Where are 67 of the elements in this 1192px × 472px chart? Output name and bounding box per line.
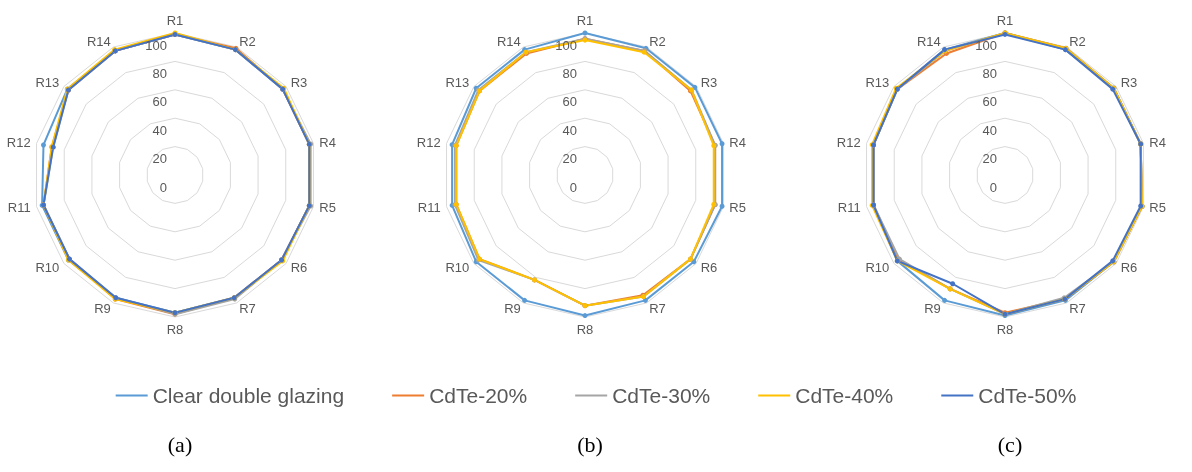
spoke-label: R1 — [166, 13, 184, 28]
y-tick-label: 60 — [562, 94, 577, 110]
spoke-label: R9 — [94, 300, 111, 316]
y-tick-label: 60 — [982, 94, 997, 110]
text: (c) — [997, 431, 1023, 457]
spoke-label: R4 — [729, 134, 746, 150]
spoke-label: R12 — [836, 134, 861, 150]
spoke-label: R5 — [319, 200, 336, 216]
y-tick-label: 20 — [562, 151, 577, 167]
spoke-label: R2 — [1069, 34, 1086, 50]
spoke-label: R2 — [239, 34, 256, 50]
spoke-label: R8 — [166, 322, 184, 337]
spoke-label: R8 — [576, 322, 594, 337]
spoke-label: R14 — [496, 34, 521, 50]
spoke-label: R6 — [700, 259, 718, 275]
spoke-label: R14 — [86, 34, 111, 50]
spoke-label: R6 — [1120, 259, 1138, 275]
spoke-label: R2 — [649, 34, 666, 50]
y-tick-label: 80 — [152, 65, 167, 81]
y-tick-label: 60 — [152, 94, 167, 110]
legend-label: Clear double glazing — [152, 384, 345, 407]
text: (a) — [167, 431, 193, 457]
spoke-label: R5 — [1149, 200, 1166, 216]
spoke-label: R6 — [290, 259, 308, 275]
spoke-label: R9 — [504, 300, 521, 316]
spoke-label: R13 — [445, 75, 470, 91]
y-tick-label: 40 — [152, 122, 167, 138]
y-tick-label: 40 — [982, 122, 997, 138]
spoke-label: R10 — [865, 259, 890, 275]
y-tick-label: 20 — [982, 151, 997, 167]
spoke-label: R1 — [996, 13, 1014, 28]
spoke-label: R14 — [916, 34, 941, 50]
legend-label: CdTe-40% — [795, 384, 894, 407]
y-tick-label: 0 — [159, 179, 167, 195]
spoke-label: R11 — [417, 200, 441, 216]
spoke-label: R7 — [649, 300, 666, 316]
y-tick-label: 100 — [145, 37, 167, 53]
spoke-label: R3 — [1120, 75, 1138, 91]
y-tick-label: 40 — [562, 122, 577, 138]
spoke-label: R7 — [1069, 300, 1086, 316]
spoke-label: R1 — [576, 13, 594, 28]
spoke-label: R9 — [924, 300, 941, 316]
legend-label: CdTe-20% — [429, 384, 528, 407]
spoke-label: R11 — [837, 200, 861, 216]
spoke-label: R7 — [239, 300, 256, 316]
spoke-label: R10 — [35, 259, 60, 275]
legend-label: CdTe-50% — [978, 384, 1077, 407]
text: (b) — [577, 431, 603, 457]
legend-label: CdTe-30% — [612, 384, 711, 407]
spoke-label: R3 — [700, 75, 718, 91]
spoke-label: R12 — [416, 134, 441, 150]
spoke-label: R11 — [7, 200, 31, 216]
spoke-label: R12 — [6, 134, 31, 150]
spoke-label: R4 — [1149, 134, 1166, 150]
spoke-label: R3 — [290, 75, 308, 91]
y-tick-label: 0 — [569, 179, 577, 195]
spoke-label: R13 — [865, 75, 890, 91]
y-tick-label: 20 — [152, 151, 167, 167]
spoke-label: R13 — [35, 75, 60, 91]
spoke-label: R4 — [319, 134, 336, 150]
y-tick-label: 80 — [562, 65, 577, 81]
y-tick-label: 0 — [989, 179, 997, 195]
y-tick-label: 100 — [975, 37, 997, 53]
spoke-label: R10 — [445, 259, 470, 275]
spoke-label: R8 — [996, 322, 1014, 337]
spoke-label: R5 — [729, 200, 746, 216]
y-tick-label: 80 — [982, 65, 997, 81]
